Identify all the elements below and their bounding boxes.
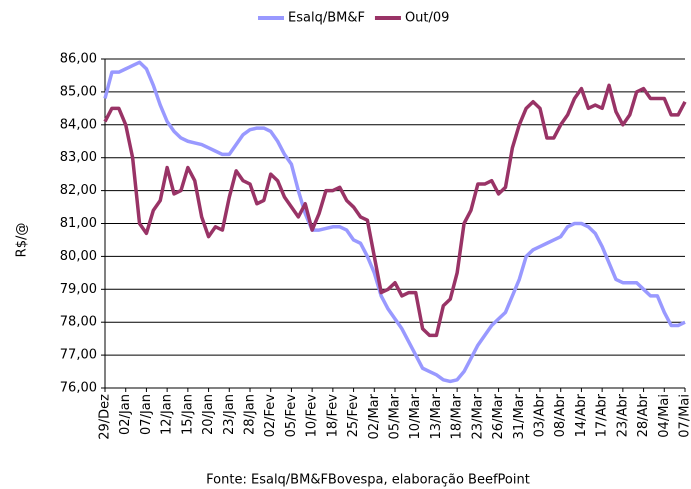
- x-tick-label: 23/Abr: [615, 393, 630, 437]
- series-line: [103, 60, 686, 384]
- x-tick-label: 15/Jan: [180, 394, 195, 435]
- y-tick-label: 84,00: [60, 117, 97, 132]
- x-tick-label: 23/Jan: [222, 394, 237, 435]
- x-tick-label: 29/Dez: [98, 394, 113, 440]
- y-tick-label: 80,00: [60, 249, 97, 264]
- x-tick-label: 10/Fev: [305, 394, 320, 438]
- x-tick-label: 02/Jan: [118, 394, 133, 435]
- x-tick-label: 07/Jan: [139, 394, 154, 435]
- x-tick-label: 18/Mar: [450, 393, 465, 439]
- y-tick-label: 78,00: [60, 315, 97, 330]
- x-tick-label: 17/Abr: [595, 393, 610, 437]
- y-tick-label: 77,00: [60, 348, 97, 363]
- x-tick-label: 31/Mar: [512, 393, 527, 439]
- x-tick-label: 05/Mar: [388, 393, 403, 439]
- y-tick-label: 79,00: [60, 282, 97, 297]
- y-tick-label: 76,00: [60, 381, 97, 396]
- x-tick-label: 05/Fev: [284, 394, 299, 438]
- y-tick-label: 81,00: [60, 216, 97, 231]
- y-axis-label: R$/@: [15, 223, 30, 258]
- legend-label: Esalq/BM&F: [288, 11, 365, 26]
- x-tick-label: 14/Abr: [574, 393, 589, 437]
- x-tick-label: 23/Mar: [470, 393, 485, 439]
- x-tick-label: 02/Mar: [367, 393, 382, 439]
- legend-label: Out/09: [405, 11, 450, 26]
- x-tick-label: 08/Abr: [553, 393, 568, 437]
- y-tick-label: 82,00: [60, 183, 97, 198]
- x-tick-label: 07/Mai: [678, 394, 691, 438]
- y-tick-label: 86,00: [60, 52, 97, 67]
- y-tick-label: 85,00: [60, 84, 97, 99]
- x-tick-label: 04/Mai: [657, 394, 672, 438]
- series-line: [103, 83, 687, 338]
- x-tick-label: 26/Mar: [491, 393, 506, 439]
- x-tick-label: 13/Mar: [429, 393, 444, 439]
- x-tick-label: 18/Fev: [325, 394, 340, 438]
- x-tick-label: 28/Jan: [243, 394, 258, 435]
- x-tick-label: 20/Jan: [201, 394, 216, 435]
- x-tick-label: 10/Mar: [408, 393, 423, 439]
- x-tick-label: 03/Abr: [533, 393, 548, 437]
- x-tick-label: 02/Fev: [263, 394, 278, 438]
- x-tick-label: 25/Fev: [346, 394, 361, 438]
- y-tick-label: 83,00: [60, 150, 97, 165]
- source-note: Fonte: Esalq/BM&FBovespa, elaboração Bee…: [206, 473, 530, 488]
- x-tick-label: 12/Jan: [160, 394, 175, 435]
- x-tick-label: 28/Abr: [636, 393, 651, 437]
